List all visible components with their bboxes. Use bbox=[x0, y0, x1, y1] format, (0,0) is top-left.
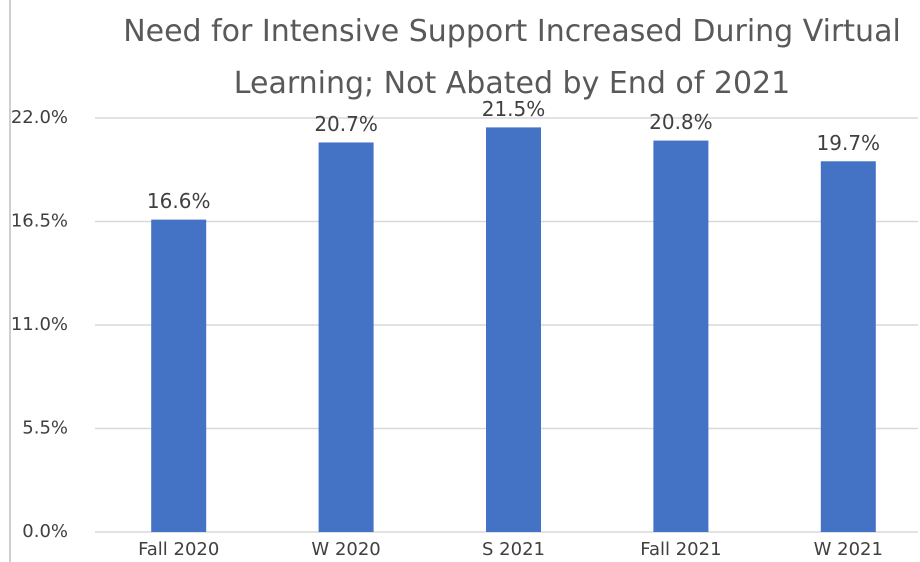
data-label: 21.5% bbox=[482, 97, 546, 121]
x-tick-label: S 2021 bbox=[482, 539, 545, 560]
data-label: 20.8% bbox=[649, 110, 713, 134]
bar bbox=[486, 127, 541, 532]
y-tick-label: 22.0% bbox=[11, 107, 68, 128]
x-tick-label: Fall 2020 bbox=[138, 539, 219, 560]
bar bbox=[151, 219, 207, 533]
x-tick-label: W 2021 bbox=[814, 539, 883, 560]
y-tick-label: 16.5% bbox=[11, 211, 68, 232]
chart-title: Need for Intensive Support Increased Dur… bbox=[123, 14, 901, 101]
bar bbox=[820, 161, 876, 533]
bar bbox=[653, 140, 709, 532]
bar bbox=[318, 142, 374, 533]
y-tick-label: 5.5% bbox=[22, 418, 68, 439]
y-tick-label: 0.0% bbox=[22, 521, 68, 542]
data-label: 19.7% bbox=[817, 131, 881, 155]
x-tick-label: Fall 2021 bbox=[640, 539, 721, 560]
data-label: 20.7% bbox=[314, 112, 378, 136]
data-label: 16.6% bbox=[147, 189, 211, 213]
y-tick-label: 11.0% bbox=[11, 314, 68, 335]
x-tick-label: W 2020 bbox=[311, 539, 380, 560]
